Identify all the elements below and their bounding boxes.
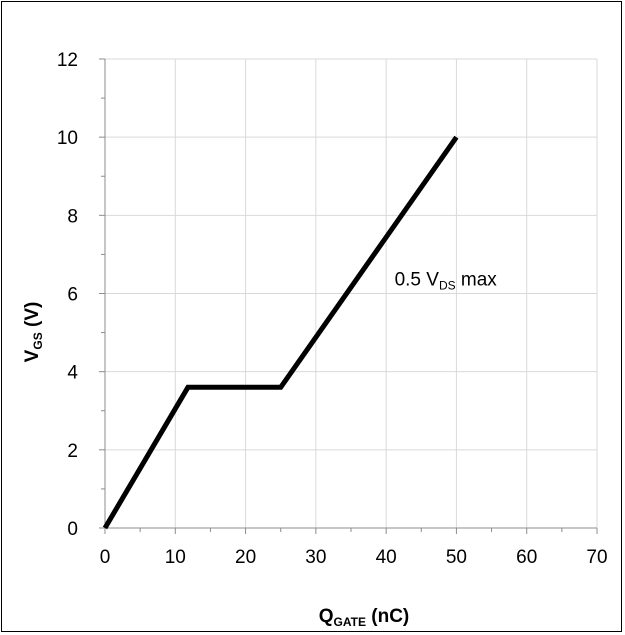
y-axis-label-tail: (V) — [22, 302, 43, 333]
x-axis-label: QGATE (nC) — [319, 606, 410, 629]
x-tick-label: 50 — [446, 547, 467, 568]
x-tick-label: 70 — [586, 547, 607, 568]
y-axis-label: VGS (V) — [22, 302, 45, 363]
annotation-pre: 0.5 V — [395, 270, 440, 291]
axes — [99, 58, 598, 534]
x-axis-label-tail: (nC) — [366, 606, 409, 627]
y-tick-label: 4 — [67, 363, 78, 384]
x-tick-label: 60 — [516, 547, 537, 568]
y-axis-label-sub: GS — [31, 332, 45, 349]
grid — [105, 58, 598, 528]
x-tick-label: 30 — [305, 547, 326, 568]
x-tick-label: 10 — [165, 547, 186, 568]
annotation-sub: DS — [439, 279, 456, 293]
x-tick-label: 40 — [376, 547, 397, 568]
x-axis-label-main: Q — [319, 606, 334, 627]
y-tick-label: 8 — [67, 206, 78, 227]
x-tick-label: 20 — [235, 547, 256, 568]
series-line — [102, 135, 459, 530]
y-tick-label: 10 — [57, 128, 78, 149]
x-axis-label-sub: GATE — [334, 615, 366, 629]
series — [102, 135, 459, 530]
annotation: 0.5 VDS max — [395, 270, 498, 293]
tick-labels: 0 10 20 30 40 50 60 70 0 2 4 6 8 10 12 — [57, 50, 608, 568]
y-tick-label: 12 — [57, 50, 78, 71]
y-tick-label: 2 — [67, 441, 78, 462]
annotation-post: max — [456, 270, 498, 291]
y-tick-label: 0 — [67, 519, 78, 540]
y-tick-label: 6 — [67, 285, 78, 306]
y-axis-label-main: V — [22, 349, 43, 362]
x-tick-label: 0 — [100, 547, 111, 568]
